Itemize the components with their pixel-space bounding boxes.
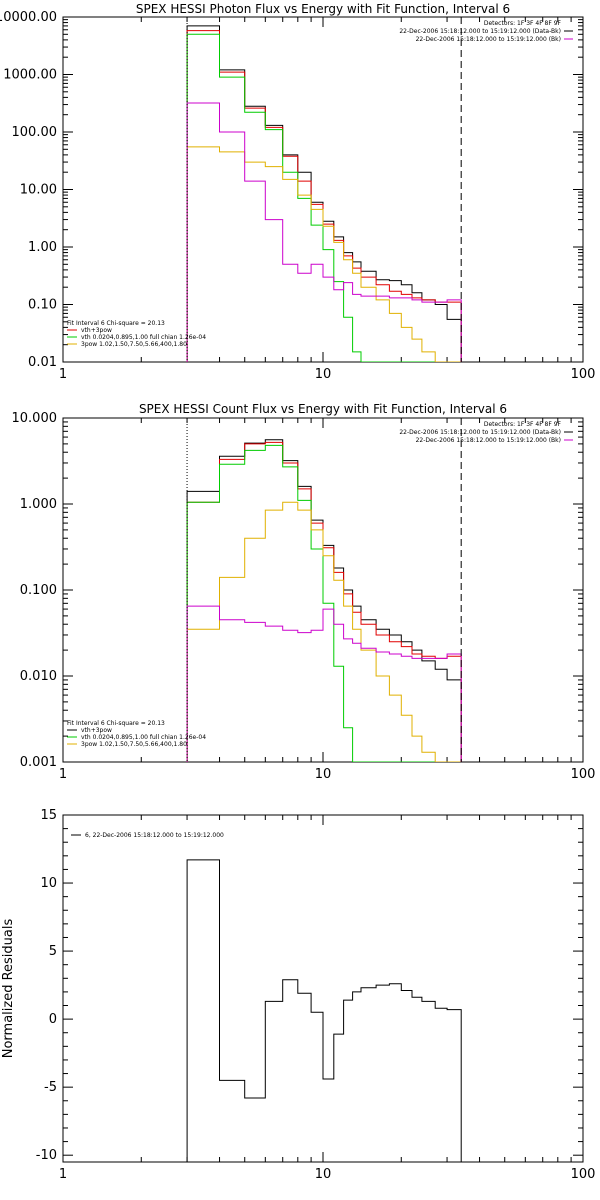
series-line-2 <box>186 441 462 762</box>
x-tick-label: 100 <box>571 1167 596 1182</box>
y-tick-label: -5 <box>44 1080 57 1095</box>
series-group-2 <box>186 439 462 762</box>
y-tick-label: 1.000 <box>20 497 57 512</box>
x-tick-label: 1 <box>59 367 67 382</box>
fit-legend-entry: 3pow 1.02,1.50,7.50,5.66,400,1.80 <box>81 341 187 348</box>
fit-legend-entry: vth+3pow <box>81 727 112 734</box>
series-line-3 <box>186 444 462 762</box>
series-line-1 <box>186 439 462 762</box>
y-tick-label: 1.00 <box>28 240 57 255</box>
y-tick-label: 0 <box>49 1012 57 1027</box>
x-tick-label: 100 <box>571 367 596 382</box>
series-line-2 <box>186 30 462 362</box>
fit-legend-header: Fit Interval 6 Chi-square = 20.13 <box>67 320 165 327</box>
fit-legend-entry: vth+3pow <box>81 327 112 334</box>
y-tick-label: -10 <box>36 1148 57 1163</box>
y-tick-label: 100.00 <box>12 125 58 140</box>
y-tick-label: 1000.00 <box>3 68 57 83</box>
fit-legend-entry: vth 0.0204,0.895,1.00 full chian 1.26e-0… <box>81 734 206 741</box>
x-tick-label: 10 <box>315 767 332 782</box>
series-group-1 <box>186 25 462 362</box>
x-tick-label: 10 <box>315 1167 332 1182</box>
y-tick-label: 0.100 <box>20 583 57 598</box>
series-line-1 <box>186 859 462 1162</box>
y-tick-label: 0.10 <box>28 298 57 313</box>
y-tick-label: 10.000 <box>12 411 58 426</box>
fit-legend-entry: 3pow 1.02,1.50,7.50,5.66,400,1.80 <box>81 741 187 748</box>
x-tick-label: 1 <box>59 1167 67 1182</box>
series-group-3 <box>186 859 462 1162</box>
y-tick-label: 10.00 <box>20 183 57 198</box>
x-tick-label: 1 <box>59 767 67 782</box>
legend-top-entry: 22-Dec-2006 15:18:12.000 to 15:19:12.000… <box>416 36 561 43</box>
residuals-legend-entry: 6, 22-Dec-2006 15:18:12.000 to 15:19:12.… <box>85 832 224 839</box>
detectors-label: Detectors: 1F 3F 4F 8F 9F <box>484 421 562 428</box>
fit-legend-entry: vth 0.0204,0.895,1.00 full chian 1.26e-0… <box>81 334 206 341</box>
y-tick-label: 5 <box>49 944 57 959</box>
legend-top-entry: 22-Dec-2006 15:18:12.000 to 15:19:12.000… <box>399 429 561 436</box>
y-tick-label: 10000.00 <box>0 10 57 25</box>
y-tick-label: 0.01 <box>28 355 57 370</box>
series-line-5 <box>186 605 462 762</box>
series-line-1 <box>186 25 462 362</box>
legend-top-entry: 22-Dec-2006 15:18:12.000 to 15:19:12.000… <box>416 437 561 444</box>
legend-top-entry: 22-Dec-2006 15:18:12.000 to 15:19:12.000… <box>399 28 561 35</box>
series-line-3 <box>186 33 462 362</box>
series-line-5 <box>186 102 462 362</box>
y-axis-label: Normalized Residuals <box>1 919 16 1059</box>
y-tick-label: 10 <box>40 876 57 891</box>
y-tick-label: 0.001 <box>20 755 57 770</box>
plot-frame-3 <box>62 814 584 1163</box>
series-line-4 <box>186 501 462 762</box>
series-line-4 <box>186 146 462 362</box>
y-tick-label: 15 <box>40 808 57 823</box>
x-tick-label: 100 <box>571 767 596 782</box>
y-tick-label: 0.010 <box>20 669 57 684</box>
chart-title-1: SPEX HESSI Photon Flux vs Energy with Fi… <box>136 2 510 16</box>
chart-title-2: SPEX HESSI Count Flux vs Energy with Fit… <box>139 402 507 416</box>
fit-legend-header: Fit Interval 6 Chi-square = 20.13 <box>67 720 165 727</box>
x-tick-label: 10 <box>315 367 332 382</box>
plot-frame-1 <box>62 16 584 363</box>
detectors-label: Detectors: 1F 3F 4F 8F 9F <box>484 20 562 27</box>
